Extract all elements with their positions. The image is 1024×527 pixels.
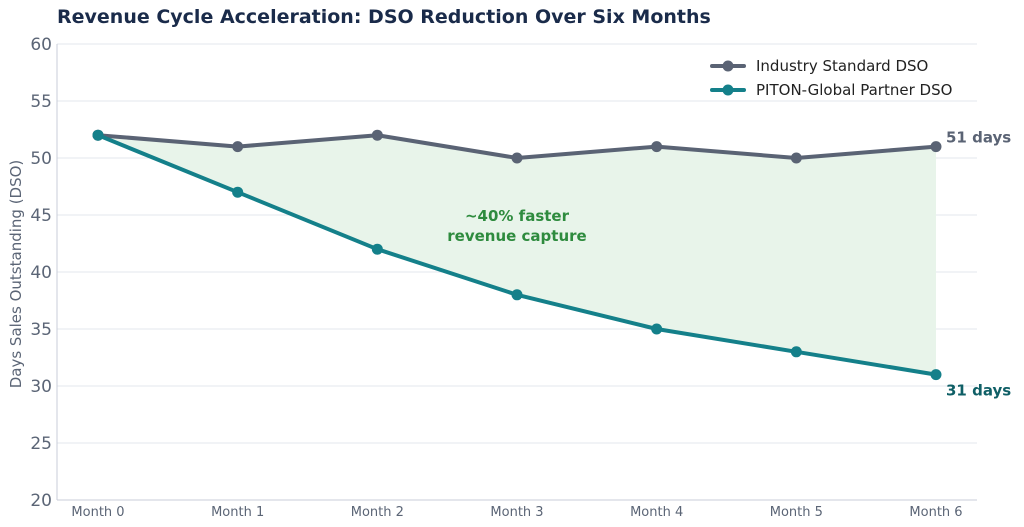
y-tick-label: 45: [30, 206, 52, 226]
end-labels: 51 days 31 days: [946, 129, 1011, 400]
legend-item: Industry Standard DSO: [710, 57, 928, 75]
y-axis-label: Days Sales Outstanding (DSO): [7, 160, 25, 389]
end-label: 51 days: [946, 129, 1011, 147]
data-point: [790, 152, 802, 164]
legend-item: PITON-Global Partner DSO: [710, 81, 952, 99]
axes: [56, 44, 977, 501]
y-tick-label: 50: [30, 149, 52, 169]
y-tick-label: 20: [30, 491, 52, 511]
data-point: [930, 369, 942, 381]
annotation: ~40% faster revenue capture: [447, 207, 586, 245]
data-point: [232, 186, 244, 198]
y-tick-label: 40: [30, 263, 52, 283]
y-tick-labels: 20 25 30 35 40 45 50 55 60: [30, 35, 52, 511]
legend-label: Industry Standard DSO: [756, 57, 928, 75]
x-tick-label: Month 4: [630, 505, 683, 520]
x-tick-label: Month 1: [211, 505, 264, 520]
x-tick-label: Month 6: [909, 505, 962, 520]
legend-label: PITON-Global Partner DSO: [756, 81, 952, 99]
data-point: [651, 141, 663, 153]
dso-gap-area: [98, 135, 936, 375]
x-tick-label: Month 5: [770, 505, 823, 520]
x-tick-labels: Month 0 Month 1 Month 2 Month 3 Month 4 Month…: [71, 505, 962, 520]
series-lines: [92, 129, 942, 381]
annotation-text: revenue capture: [447, 227, 586, 245]
data-point: [930, 141, 942, 153]
data-point: [651, 323, 663, 335]
data-point: [232, 141, 244, 153]
end-label: 31 days: [946, 382, 1011, 400]
y-tick-label: 30: [30, 377, 52, 397]
legend-swatch-marker: [722, 84, 734, 96]
legend-swatch-marker: [722, 60, 734, 72]
data-point: [371, 129, 383, 141]
x-tick-label: Month 3: [490, 505, 543, 520]
y-tick-label: 60: [30, 35, 52, 55]
x-tick-label: Month 2: [351, 505, 404, 520]
data-point: [790, 346, 802, 358]
data-point: [92, 129, 104, 141]
data-point: [511, 152, 523, 164]
data-point: [371, 243, 383, 255]
data-point: [511, 289, 523, 301]
y-tick-label: 35: [30, 320, 52, 340]
x-tick-label: Month 0: [71, 505, 124, 520]
series-piton-global: [92, 129, 942, 381]
y-tick-label: 55: [30, 92, 52, 112]
legend: Industry Standard DSO PITON-Global Partne…: [710, 57, 952, 99]
y-tick-label: 25: [30, 434, 52, 454]
annotation-text: ~40% faster: [465, 207, 570, 225]
chart-title: Revenue Cycle Acceleration: DSO Reductio…: [57, 6, 711, 28]
